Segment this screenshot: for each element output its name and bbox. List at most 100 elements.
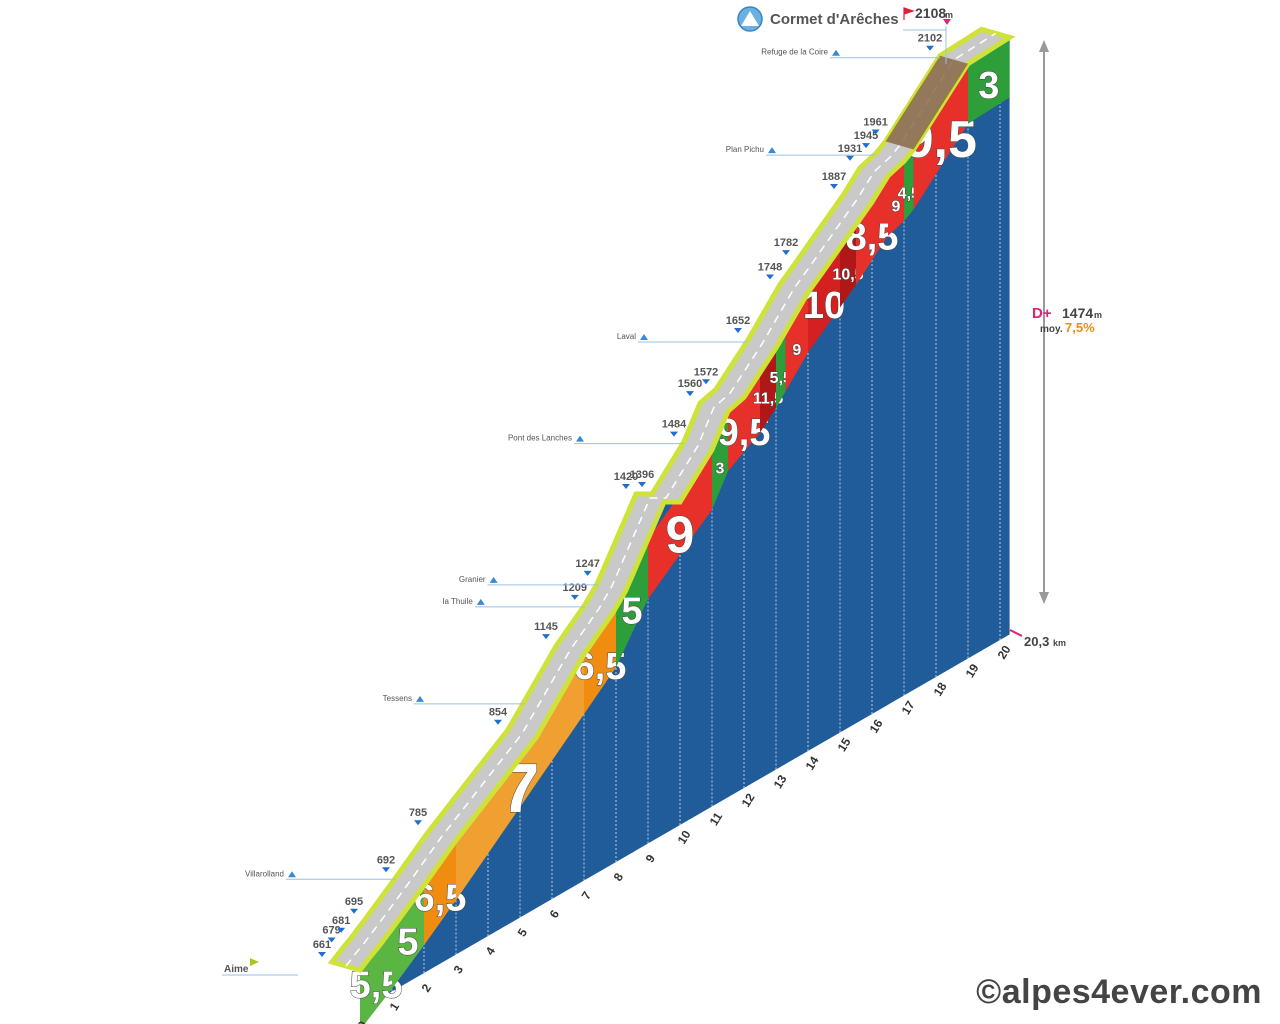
place-icon — [489, 576, 498, 583]
grade-band — [913, 63, 968, 210]
km-tick-label: 14 — [803, 754, 822, 773]
altitude-label: 785 — [409, 807, 427, 819]
km-tick-label: 2 — [419, 981, 435, 994]
grade-label: 5 — [621, 591, 642, 633]
altitude-marker-icon — [926, 45, 934, 51]
grade-label: 9 — [892, 199, 901, 216]
grade-band — [888, 161, 904, 236]
km-tick-label: 3 — [451, 963, 467, 976]
km-tick-label: 16 — [867, 717, 886, 736]
grade-band — [728, 372, 760, 472]
km-tick-label: 5 — [515, 926, 531, 939]
altitude-marker-icon — [862, 143, 870, 149]
altitude-label: 1945 — [854, 130, 878, 142]
grade-band — [712, 411, 728, 510]
dplus-unit: m — [1094, 310, 1102, 320]
altitude-marker-icon — [570, 594, 579, 600]
grade-band — [616, 539, 648, 668]
km-tick-label: 20 — [995, 643, 1014, 662]
place-icon — [640, 333, 648, 340]
altitude-marker-icon — [494, 719, 502, 725]
km-tick-label: 12 — [739, 791, 758, 810]
elevation-gain-indicator: D+ 1474 m moy. 7,5% — [1032, 40, 1102, 604]
place-icon — [576, 435, 584, 442]
altitude-marker-icon — [670, 431, 678, 437]
avg-value: 7,5% — [1065, 320, 1095, 335]
altitude-label: 1247 — [575, 558, 599, 570]
altitude-marker-icon — [830, 183, 838, 189]
km-tick-label: 13 — [771, 772, 790, 791]
summit-altitude: 2108 — [915, 5, 946, 21]
avg-label: moy. — [1040, 324, 1063, 335]
summit-header: Cormet d'Arêches 2108 m — [737, 5, 953, 64]
altitude-marker-icon — [782, 250, 790, 256]
grade-band — [808, 247, 840, 353]
summit-flag-icon — [903, 7, 915, 20]
altitude-label: 1572 — [694, 366, 718, 378]
road-centerline — [345, 32, 997, 967]
altitude-marker-icon — [337, 927, 346, 933]
watermark: ©alpes4ever.com — [976, 973, 1262, 1011]
km-tick-label: 8 — [611, 870, 627, 883]
start-marker: Aime — [222, 958, 298, 976]
altitude-labels: 6616796816956927858541145120912471420139… — [313, 33, 942, 957]
km-tick-label: 9 — [643, 852, 659, 865]
altitude-marker-icon — [542, 634, 550, 640]
km-tick-label: 18 — [931, 680, 950, 699]
altitude-label: 1420 — [614, 471, 638, 483]
altitude-label: 1560 — [678, 378, 702, 390]
altitude-label: 1748 — [758, 262, 782, 274]
altitude-marker-icon — [734, 327, 742, 333]
altitude-marker-icon — [846, 155, 854, 161]
km-tick-label: 10 — [675, 828, 694, 847]
km-tick-label: 19 — [963, 661, 982, 680]
distance-marker-icon — [1009, 629, 1023, 637]
altitude-label: 1931 — [838, 143, 862, 155]
distance-unit: km — [1053, 638, 1066, 648]
altitude-marker-icon — [318, 952, 326, 957]
altitude-marker-icon — [327, 937, 336, 943]
mountain-icon-peak — [741, 11, 759, 26]
distance-indicator: 20,3 km — [1009, 629, 1066, 649]
altitude-label: 1961 — [863, 116, 887, 128]
grade-label: 9 — [792, 342, 801, 359]
km-tick-label: 11 — [707, 810, 726, 828]
altitude-marker-icon — [622, 484, 630, 490]
dplus-value: 1474 — [1062, 305, 1093, 321]
place-label: Villarolland — [245, 869, 284, 878]
grade-band — [856, 175, 888, 285]
arrow-up-icon — [1039, 40, 1049, 52]
altitude-label: 1782 — [774, 237, 798, 249]
place-label: la Thuile — [443, 597, 474, 606]
altitude-marker-icon — [382, 867, 390, 873]
grade-label: 3 — [716, 461, 725, 478]
altitude-label: 695 — [345, 896, 363, 908]
place-label: Laval — [617, 332, 636, 341]
altitude-label: 679 — [322, 925, 340, 937]
place-label: Tessens — [383, 694, 412, 703]
altitude-label: 1396 — [630, 469, 654, 481]
km-tick-label: 6 — [547, 907, 563, 920]
summit-altitude-unit: m — [945, 10, 953, 20]
grade-label: 9 — [666, 506, 695, 564]
summit-marker-icon — [943, 19, 951, 25]
altitude-label: 1887 — [822, 171, 846, 183]
altitude-marker-icon — [583, 570, 592, 576]
arrow-down-icon — [1039, 592, 1049, 604]
km-tick-label: 4 — [483, 944, 499, 957]
summit-name: Cormet d'Arêches — [770, 11, 899, 28]
altitude-marker-icon — [350, 908, 358, 914]
gravel-section — [885, 55, 968, 150]
grade-band — [392, 885, 424, 989]
grade-band — [584, 607, 616, 715]
altitude-marker-icon — [638, 482, 646, 488]
start-flag-icon — [250, 958, 259, 966]
place-icon — [288, 871, 296, 878]
altitude-marker-icon — [871, 129, 880, 135]
km-tick-label: 15 — [835, 735, 854, 754]
place-icon — [832, 49, 840, 56]
altitude-label: 1209 — [563, 582, 587, 594]
grade-band — [648, 449, 712, 600]
altitude-label: 854 — [489, 707, 508, 719]
